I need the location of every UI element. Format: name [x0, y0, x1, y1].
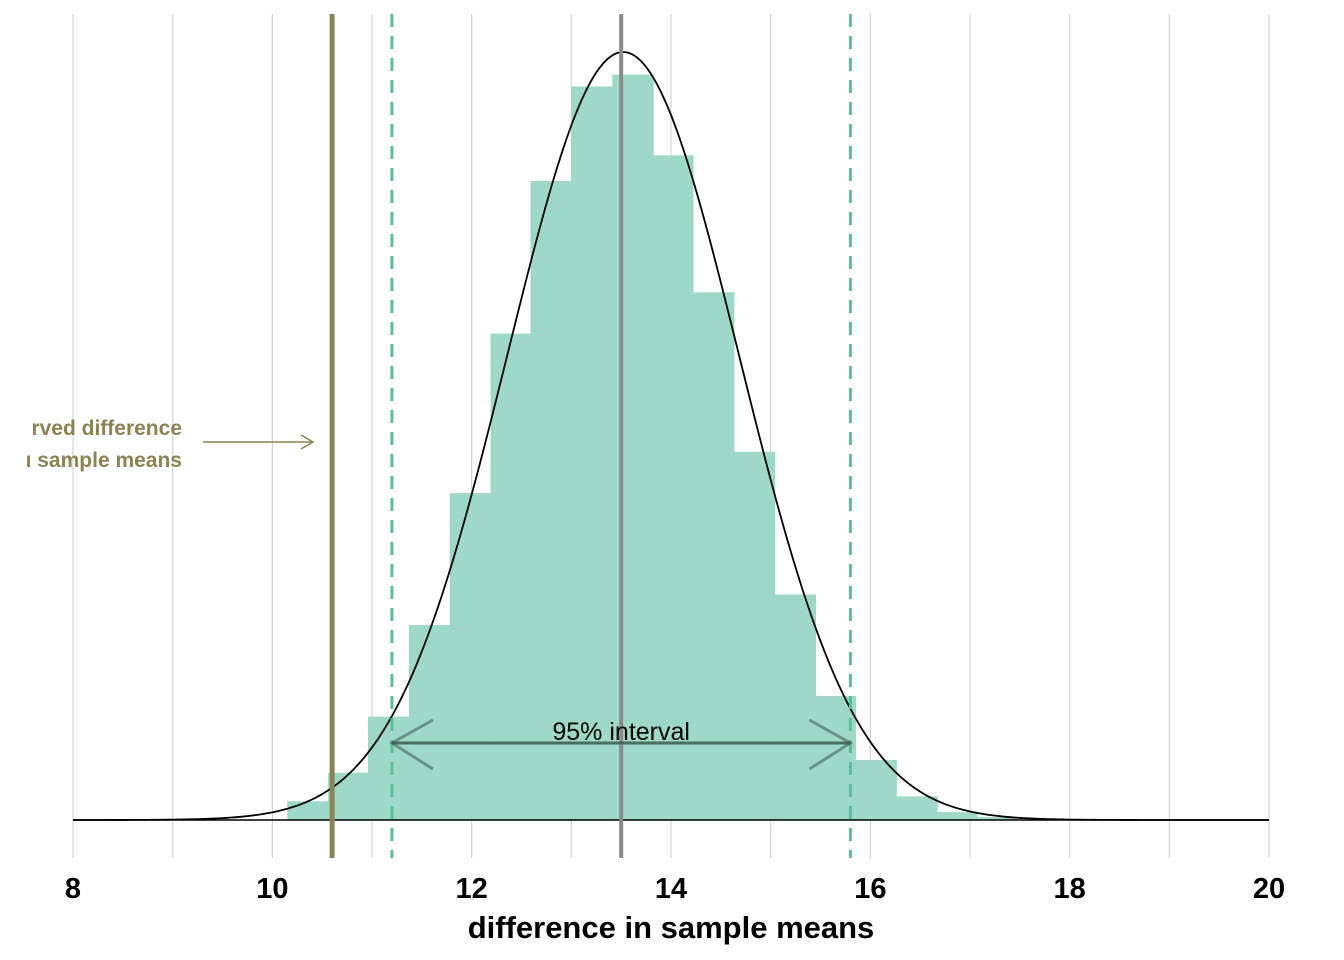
interval-label: 95% interval — [552, 718, 690, 746]
x-tick-label: 8 — [65, 873, 81, 905]
histogram-bar — [774, 594, 817, 820]
x-tick-labels: 8 10 12 14 16 18 20 — [65, 873, 1285, 905]
interval-arrow-head-left — [389, 718, 434, 771]
histogram-bar — [855, 759, 897, 820]
histogram-bars — [287, 74, 1019, 820]
observed-label-line2: ı sample means — [26, 449, 182, 472]
interval-arrow — [389, 718, 854, 771]
histogram-bar — [733, 451, 776, 820]
histogram-bar — [530, 180, 572, 820]
histogram-bar — [571, 86, 613, 820]
observed-label-line1: rved difference — [31, 417, 182, 440]
histogram-bar — [368, 716, 410, 820]
histogram-bar — [490, 333, 532, 820]
histogram-bar — [612, 74, 654, 820]
histogram-bar — [976, 817, 1019, 820]
x-tick-label: 18 — [1054, 873, 1086, 905]
x-tick-label: 20 — [1253, 873, 1285, 905]
histogram-bar — [937, 812, 978, 820]
histogram-bar — [287, 801, 329, 820]
histogram-bar — [692, 292, 735, 820]
observed-arrow — [203, 434, 315, 450]
x-tick-label: 12 — [456, 873, 488, 905]
x-tick-label: 10 — [256, 873, 288, 905]
x-tick-label: 14 — [655, 873, 687, 905]
x-axis-title: difference in sample means — [468, 910, 875, 945]
histogram-bar — [653, 155, 694, 820]
histogram-bar — [896, 796, 938, 820]
density-curve — [73, 51, 1269, 821]
x-tick-label: 16 — [854, 873, 886, 905]
histogram-bar — [815, 695, 856, 820]
observed-arrow-head — [300, 434, 315, 450]
histogram-bar — [449, 493, 492, 820]
histogram-bar — [328, 772, 369, 820]
interval-arrow-head-right — [808, 718, 854, 771]
